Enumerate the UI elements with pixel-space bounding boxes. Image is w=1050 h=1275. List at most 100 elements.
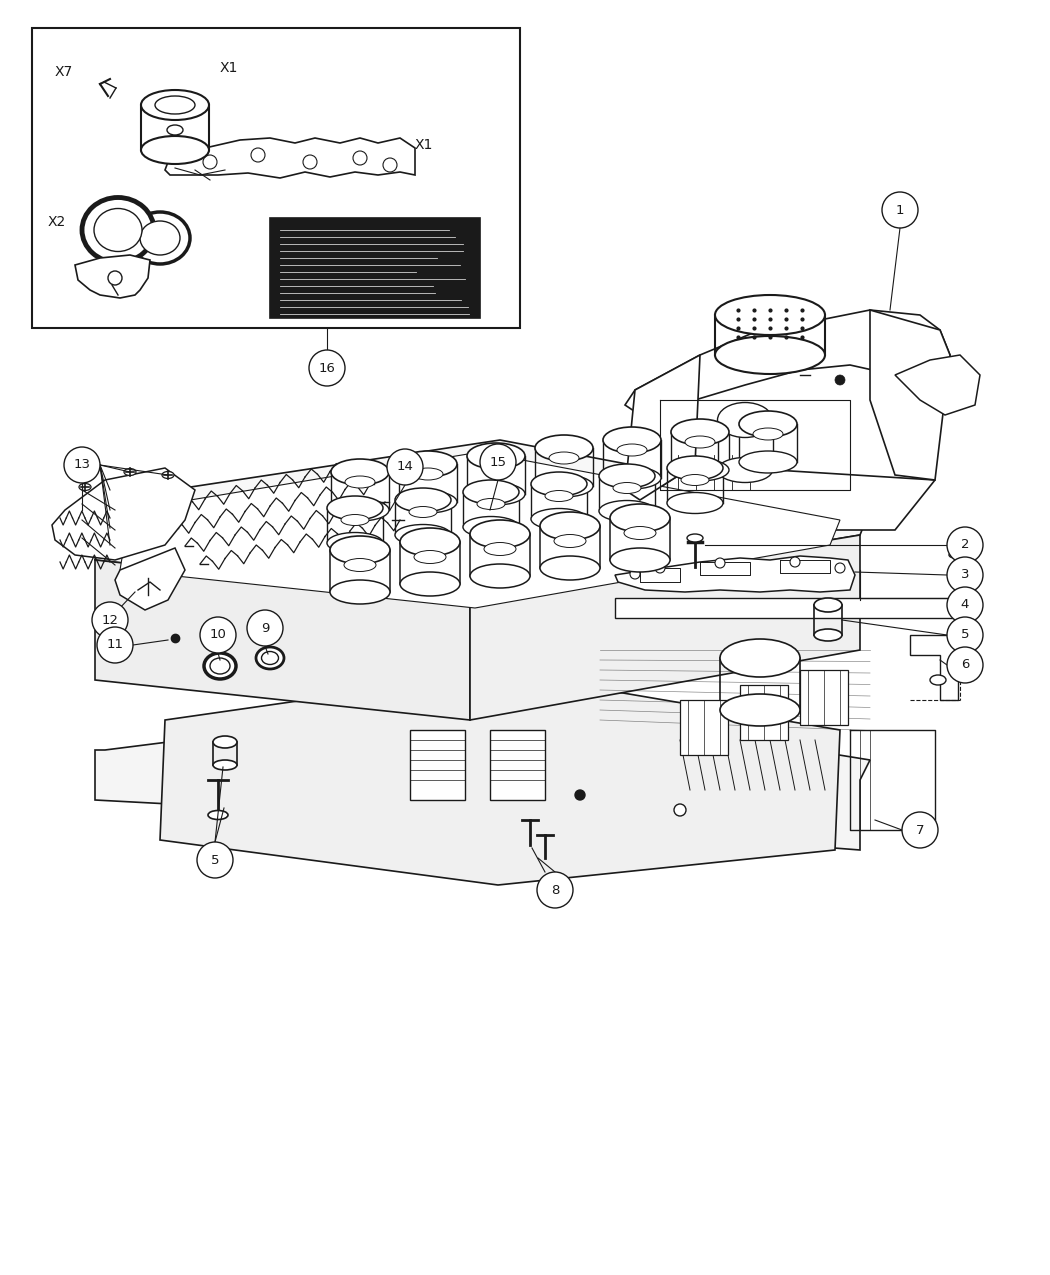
Ellipse shape <box>141 91 209 120</box>
Circle shape <box>97 627 133 663</box>
Ellipse shape <box>717 458 773 482</box>
Polygon shape <box>470 536 860 720</box>
Text: X7: X7 <box>55 65 74 79</box>
Ellipse shape <box>467 442 525 469</box>
Text: 11: 11 <box>106 639 124 652</box>
Text: 1: 1 <box>896 204 904 217</box>
Circle shape <box>947 586 983 623</box>
Circle shape <box>655 564 665 572</box>
Text: 10: 10 <box>210 629 227 641</box>
Text: 8: 8 <box>551 884 560 896</box>
Circle shape <box>947 646 983 683</box>
Ellipse shape <box>671 459 729 481</box>
Ellipse shape <box>345 476 375 488</box>
Text: 5: 5 <box>961 629 969 641</box>
Ellipse shape <box>598 501 655 521</box>
Text: 7: 7 <box>916 824 924 836</box>
Ellipse shape <box>327 496 383 520</box>
Ellipse shape <box>400 528 460 556</box>
Text: 12: 12 <box>102 613 119 626</box>
Circle shape <box>203 156 217 170</box>
Ellipse shape <box>204 653 236 680</box>
Ellipse shape <box>213 760 237 770</box>
Ellipse shape <box>414 551 446 564</box>
Circle shape <box>251 148 265 162</box>
Ellipse shape <box>739 411 797 437</box>
Ellipse shape <box>400 572 460 595</box>
Bar <box>800 669 848 725</box>
Polygon shape <box>870 310 950 479</box>
Ellipse shape <box>140 221 180 255</box>
Ellipse shape <box>814 629 842 641</box>
Polygon shape <box>615 556 855 592</box>
Ellipse shape <box>79 483 91 491</box>
Ellipse shape <box>624 527 656 539</box>
Ellipse shape <box>124 468 136 476</box>
Circle shape <box>64 448 100 483</box>
Ellipse shape <box>531 509 587 529</box>
Circle shape <box>790 557 800 567</box>
Circle shape <box>387 449 423 484</box>
Ellipse shape <box>470 564 530 588</box>
Ellipse shape <box>720 694 800 725</box>
Circle shape <box>575 790 585 799</box>
Ellipse shape <box>261 652 278 664</box>
Circle shape <box>108 272 122 286</box>
Polygon shape <box>160 672 840 885</box>
Circle shape <box>947 527 983 564</box>
Ellipse shape <box>613 482 640 493</box>
Polygon shape <box>625 354 700 500</box>
Circle shape <box>383 158 397 172</box>
Polygon shape <box>52 468 195 560</box>
Circle shape <box>902 812 938 848</box>
Text: 2: 2 <box>961 538 969 552</box>
Ellipse shape <box>130 212 190 264</box>
Ellipse shape <box>739 451 797 473</box>
Ellipse shape <box>753 428 783 440</box>
Bar <box>270 218 480 317</box>
Polygon shape <box>640 465 934 530</box>
Ellipse shape <box>331 499 388 521</box>
Ellipse shape <box>715 337 825 374</box>
Ellipse shape <box>395 524 452 546</box>
Text: 13: 13 <box>74 459 90 472</box>
Ellipse shape <box>94 209 142 251</box>
Circle shape <box>947 557 983 593</box>
Ellipse shape <box>687 534 704 542</box>
Circle shape <box>882 193 918 228</box>
Ellipse shape <box>930 674 946 685</box>
Ellipse shape <box>256 646 284 669</box>
Circle shape <box>247 609 284 646</box>
Ellipse shape <box>671 419 729 445</box>
Circle shape <box>353 150 367 164</box>
Ellipse shape <box>949 552 961 558</box>
Text: 15: 15 <box>489 455 506 468</box>
Ellipse shape <box>330 536 390 564</box>
Ellipse shape <box>470 520 530 548</box>
Ellipse shape <box>331 459 388 484</box>
Ellipse shape <box>536 435 593 462</box>
Ellipse shape <box>531 472 587 496</box>
Text: 6: 6 <box>961 658 969 672</box>
Polygon shape <box>94 560 470 720</box>
Polygon shape <box>625 310 950 414</box>
Polygon shape <box>120 453 840 608</box>
Bar <box>680 700 728 755</box>
Bar <box>32 28 520 328</box>
Ellipse shape <box>715 295 825 335</box>
Circle shape <box>480 444 516 479</box>
Ellipse shape <box>477 499 505 510</box>
Ellipse shape <box>554 534 586 547</box>
Polygon shape <box>94 700 870 850</box>
Ellipse shape <box>395 488 452 513</box>
Polygon shape <box>910 635 958 700</box>
Ellipse shape <box>413 468 443 479</box>
Ellipse shape <box>603 467 662 490</box>
Ellipse shape <box>603 427 662 453</box>
Text: 14: 14 <box>397 460 414 473</box>
Ellipse shape <box>210 658 230 674</box>
Ellipse shape <box>549 453 579 464</box>
Circle shape <box>200 617 236 653</box>
Ellipse shape <box>685 436 715 448</box>
Ellipse shape <box>598 464 655 488</box>
